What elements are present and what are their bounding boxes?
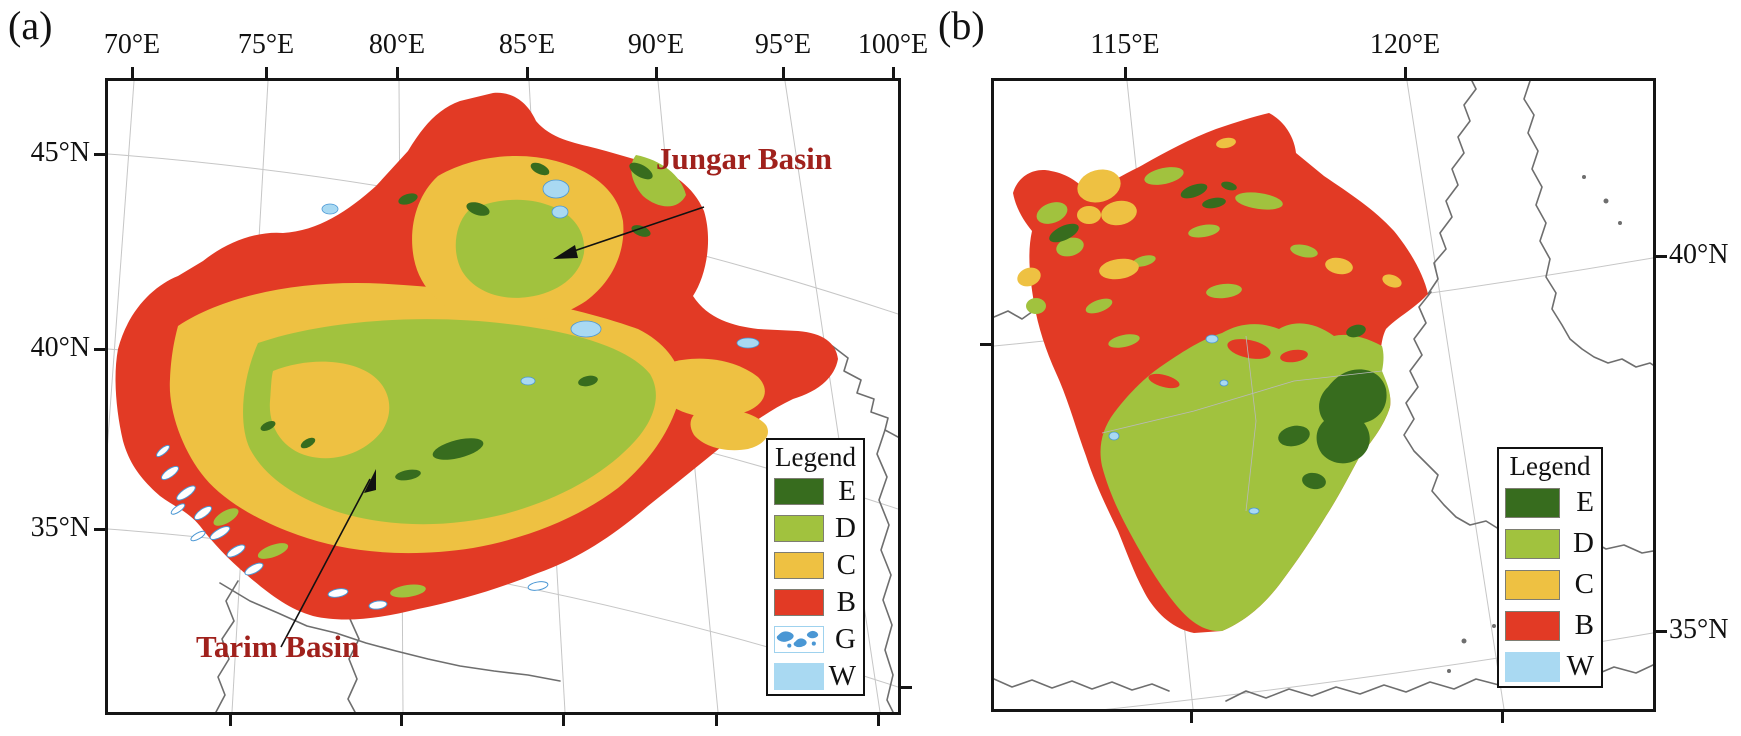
legend-b-title: Legend (1509, 451, 1591, 481)
tick-a-top-100E (892, 67, 895, 81)
region-a-inner-patch (269, 361, 390, 459)
legend-swatch-D (1505, 528, 1560, 559)
ticklabel-a-45N: 45°N (30, 137, 90, 168)
map-panel-a: 70°E 75°E 80°E 85°E 90°E 95°E 100°E 45°N… (31, 29, 928, 726)
ticklabel-a-75E: 75°E (237, 29, 295, 60)
ticklabel-b-120E: 120°E (1369, 29, 1441, 60)
legend-b-row-B: B (1499, 605, 1601, 646)
tick-a-left-35N (94, 528, 108, 531)
region-b-classD (1100, 323, 1391, 631)
tick-b-left-40N (980, 343, 994, 346)
glacier-pattern-icon (776, 630, 819, 648)
legend-swatch-W (774, 663, 824, 690)
legend-a-label-E: E (838, 475, 856, 507)
tick-a-bottom-3 (562, 712, 565, 726)
tick-a-top-95E (782, 67, 785, 81)
legend-swatch-E (774, 478, 824, 505)
region-b-lakes (1108, 334, 1260, 515)
legend-b-row-E: E (1499, 482, 1601, 523)
legend-b-row-C: C (1499, 564, 1601, 605)
region-a-lakes (321, 179, 760, 386)
region-b-classC (1017, 137, 1402, 288)
legend-b-row-W: W (1499, 646, 1601, 687)
tick-b-top-120E (1404, 67, 1407, 81)
ticklabel-a-35N: 35°N (30, 512, 90, 543)
legend-swatch-B (1505, 610, 1560, 641)
legend-b-row-D: D (1499, 523, 1601, 564)
ticklabel-a-85E: 85°E (498, 29, 556, 60)
legend-b-label-B: B (1574, 609, 1594, 641)
map-a-canvas (108, 81, 898, 712)
legend-a-row-G: G (768, 621, 863, 658)
legend-swatch-E (1505, 487, 1560, 518)
tick-b-bottom-1 (1190, 709, 1193, 723)
legend-a-label-D: D (835, 512, 856, 544)
legend-swatch-C (1505, 569, 1560, 600)
legend-a-label-W: W (828, 660, 856, 692)
legend-a-label-C: C (836, 549, 856, 581)
legend-a: Legend E D C B (766, 438, 865, 696)
annotation-jungar-basin: Jungar Basin (656, 141, 833, 176)
tick-a-left-45N (94, 153, 108, 156)
region-b-classD-patches (1026, 167, 1318, 348)
legend-a-row-B: B (768, 584, 863, 621)
legend-swatch-G (774, 626, 824, 653)
tick-a-top-90E (655, 67, 658, 81)
tick-a-top-80E (396, 67, 399, 81)
legend-a-row-E: E (768, 473, 863, 510)
ticklabel-b-40N: 40°N (1669, 239, 1729, 270)
legend-swatch-W (1505, 651, 1560, 682)
legend-a-label-G: G (835, 623, 856, 655)
legend-b-label-D: D (1573, 527, 1594, 559)
ticklabel-a-90E: 90°E (627, 29, 685, 60)
legend-a-row-W: W (768, 658, 863, 695)
panel-a-label: (a) (8, 3, 53, 48)
ticklabel-a-70E: 70°E (103, 29, 161, 60)
legend-a-label-B: B (836, 586, 856, 618)
annotation-tarim-basin: Tarim Basin (196, 629, 360, 664)
tick-a-top-75E (265, 67, 268, 81)
ticklabel-a-95E: 95°E (754, 29, 812, 60)
ticklabel-b-115E: 115°E (1090, 29, 1160, 60)
tick-b-right-40N (1653, 255, 1667, 258)
region-a-classE (260, 162, 653, 481)
panel-b-label: (b) (938, 3, 985, 48)
legend-b-label-E: E (1576, 486, 1594, 518)
tick-a-right-35N (898, 686, 912, 689)
map-panel-b: 115°E 120°E 40°N 35°N Legend E D C (980, 29, 1728, 723)
region-b-classE (1049, 181, 1387, 490)
legend-a-title: Legend (775, 442, 856, 472)
ticklabel-b-35N: 35°N (1669, 614, 1729, 645)
legend-b-label-C: C (1574, 568, 1594, 600)
tick-a-bottom-1 (229, 712, 232, 726)
tick-b-bottom-2 (1501, 709, 1504, 723)
legend-a-row-C: C (768, 547, 863, 584)
map-b-canvas (994, 81, 1653, 709)
region-b-red-fingers (1148, 339, 1308, 389)
province-lines-b (1101, 335, 1383, 512)
legend-b: Legend E D C B W (1497, 447, 1603, 688)
ticklabel-a-80E: 80°E (368, 29, 426, 60)
tick-a-left-40N (94, 348, 108, 351)
tick-a-bottom-5 (877, 712, 880, 726)
legend-a-row-D: D (768, 510, 863, 547)
legend-b-label-W: W (1566, 650, 1594, 682)
annotation-arrows-a (280, 206, 705, 648)
legend-swatch-B (774, 589, 824, 616)
region-a-glaciers (156, 444, 549, 610)
tick-a-bottom-4 (715, 712, 718, 726)
ticklabel-a-100E: 100°E (857, 29, 929, 60)
legend-swatch-D (774, 515, 824, 542)
tick-a-bottom-2 (400, 712, 403, 726)
ticklabel-a-40N: 40°N (30, 332, 90, 363)
legend-swatch-C (774, 552, 824, 579)
tick-b-right-35N (1653, 630, 1667, 633)
tick-b-top-115E (1124, 67, 1127, 81)
tick-a-top-70E (131, 67, 134, 81)
tick-a-top-85E (526, 67, 529, 81)
